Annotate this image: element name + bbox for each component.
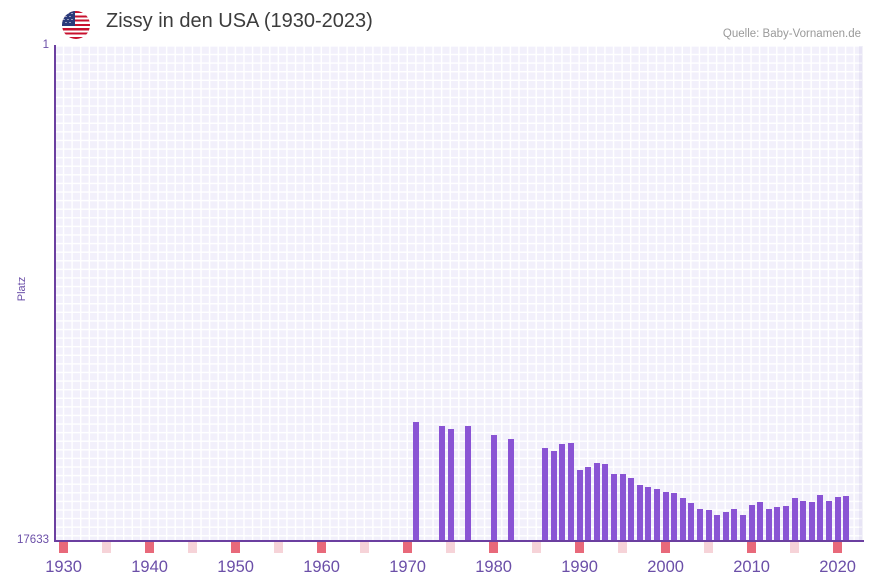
- x-axis-tick-label: 2000: [647, 558, 684, 576]
- x-axis-tick-mark: [317, 542, 326, 553]
- chart-bar: [628, 478, 635, 541]
- chart-bar: [567, 442, 574, 541]
- chart-bar: [671, 492, 678, 541]
- page-title: Zissy in den USA (1930-2023): [106, 10, 373, 32]
- x-axis-tick-mark: [704, 542, 713, 553]
- chart-bar: [825, 501, 832, 541]
- chart-bar: [739, 514, 746, 541]
- chart-bar: [748, 504, 755, 541]
- chart-bar: [542, 448, 549, 541]
- chart-bar: [808, 501, 815, 541]
- chart-bar: [490, 434, 497, 541]
- chart-bar: [705, 509, 712, 541]
- chart-bar: [662, 491, 669, 541]
- x-axis-tick-mark: [618, 542, 627, 553]
- chart-bar: [757, 502, 764, 541]
- us-flag-icon: [62, 11, 90, 39]
- chart-bar: [731, 508, 738, 541]
- no-data-shaded-region: [859, 46, 863, 541]
- chart-plot-area: [55, 46, 863, 541]
- chart-bar: [464, 426, 471, 541]
- chart-bar: [722, 512, 729, 541]
- x-axis-tick-mark: [747, 542, 756, 553]
- chart-bar: [834, 496, 841, 541]
- chart-bar: [550, 450, 557, 541]
- y-axis-tick-top: 1: [42, 39, 49, 51]
- chart-bar: [817, 495, 824, 541]
- chart-bar: [843, 496, 850, 541]
- y-axis-label: Platz: [16, 276, 28, 302]
- chart-bar: [593, 463, 600, 541]
- x-axis-tick-mark: [575, 542, 584, 553]
- x-axis-tick-label: 1990: [561, 558, 598, 576]
- x-axis-tick-mark: [59, 542, 68, 553]
- x-axis-tick-label: 2020: [819, 558, 856, 576]
- y-axis-tick-bottom: 17633: [17, 534, 49, 546]
- x-axis-tick-label: 1970: [389, 558, 426, 576]
- chart-bar: [610, 473, 617, 541]
- x-axis-tick-mark: [833, 542, 842, 553]
- x-axis-tick-label: 1960: [303, 558, 340, 576]
- x-axis-tick-mark: [532, 542, 541, 553]
- chart-bar: [619, 474, 626, 541]
- chart-bar: [438, 425, 445, 541]
- chart-bar: [602, 464, 609, 541]
- x-axis-tick-mark: [274, 542, 283, 553]
- chart-bar: [679, 497, 686, 541]
- x-axis-tick-mark: [145, 542, 154, 553]
- x-axis-tick-label: 1950: [217, 558, 254, 576]
- x-axis-tick-mark: [446, 542, 455, 553]
- x-axis-tick-mark: [403, 542, 412, 553]
- chart-bar: [774, 506, 781, 541]
- x-axis-tick-mark: [102, 542, 111, 553]
- chart-bar: [447, 429, 454, 541]
- x-axis-tick-label: 1930: [45, 558, 82, 576]
- chart-bar: [645, 486, 652, 541]
- x-axis-line: [54, 540, 864, 542]
- chart-bar: [507, 438, 514, 541]
- chart-bar: [791, 497, 798, 541]
- x-axis-tick-mark: [661, 542, 670, 553]
- y-axis-line: [54, 45, 56, 542]
- chart-gridlines: [55, 46, 863, 541]
- source-attribution: Quelle: Baby-Vornamen.de: [722, 28, 861, 40]
- chart-bar: [782, 505, 789, 541]
- chart-header: Zissy in den USA (1930-2023) Quelle: Bab…: [0, 0, 873, 46]
- chart-bar: [688, 503, 695, 541]
- chart-bar: [653, 488, 660, 541]
- x-axis-tick-mark: [360, 542, 369, 553]
- chart-bar: [413, 421, 420, 541]
- x-axis-tick-mark: [188, 542, 197, 553]
- x-axis-tick-label: 1940: [131, 558, 168, 576]
- chart-bar: [765, 509, 772, 541]
- x-axis-tick-mark: [231, 542, 240, 553]
- x-axis-tick-mark: [489, 542, 498, 553]
- chart-bar: [636, 484, 643, 541]
- chart-bar: [800, 501, 807, 541]
- chart-bar: [559, 444, 566, 541]
- x-axis-tick-label: 1980: [475, 558, 512, 576]
- chart-bar: [585, 466, 592, 541]
- x-axis-tick-mark: [790, 542, 799, 553]
- x-axis-tick-label: 2010: [733, 558, 770, 576]
- chart-bar: [714, 515, 721, 541]
- chart-bar: [576, 470, 583, 541]
- flag-canton: [62, 11, 75, 26]
- chart-bars-layer: [55, 46, 863, 541]
- chart-bar: [696, 508, 703, 541]
